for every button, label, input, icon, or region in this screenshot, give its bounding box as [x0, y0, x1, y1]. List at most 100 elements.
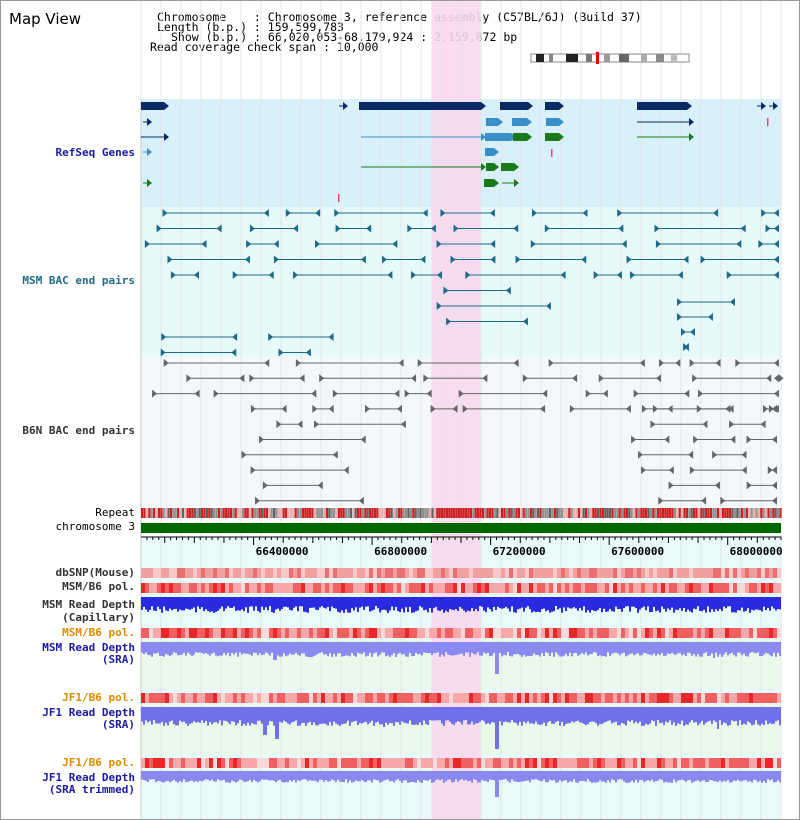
polymorphism-cell: [521, 758, 525, 768]
polymorphism-cell: [557, 583, 561, 593]
msm-capillary-depth-bar: [211, 597, 213, 612]
jf1-trim-depth-bar: [475, 771, 477, 781]
repeat-segment: [481, 508, 484, 518]
repeat-segment: [577, 508, 580, 518]
jf1-sra-depth-bar: [419, 707, 421, 723]
jf1-trim-depth-bar: [507, 771, 509, 782]
msm-sra-depth-bar: [265, 642, 267, 653]
jf1-sra-depth-bar: [329, 707, 331, 723]
msm-capillary-depth-bar: [193, 597, 195, 608]
repeat-segment: [210, 508, 213, 518]
b6n-bac-pair-end: [602, 389, 608, 398]
msm-sra-depth-bar: [505, 642, 507, 656]
polymorphism-cell: [149, 568, 153, 578]
msm-capillary-depth-bar: [529, 597, 531, 610]
msm-capillary-depth-bar: [563, 597, 565, 608]
label-dbsnp: dbSNP(Mouse): [55, 566, 135, 579]
jf1-sra-depth-bar: [563, 707, 565, 726]
jf1-trim-depth-bar: [213, 771, 215, 782]
repeat-segment: [352, 508, 355, 518]
msm-capillary-depth-bar: [313, 597, 315, 608]
repeat-segment: [453, 508, 456, 518]
polymorphism-cell: [765, 758, 769, 768]
repeat-segment: [693, 508, 696, 518]
msm-bac-pair-end: [381, 255, 387, 264]
msm-sra-depth-bar: [677, 642, 679, 654]
label-repeat: Repeat: [95, 506, 135, 519]
msm-bac-pair-end: [677, 271, 683, 279]
b6n-bac-pair-end: [688, 450, 694, 459]
refseq-gene-exon: [513, 133, 527, 141]
jf1-trim-depth-bar: [259, 771, 261, 782]
msm-capillary-depth-bar: [633, 597, 635, 607]
jf1-trim-depth-bar: [695, 771, 697, 781]
polymorphism-cell: [517, 583, 521, 593]
label-b6n-bac[interactable]: B6N BAC end pairs: [22, 424, 135, 437]
jf1-trim-depth-bar: [153, 771, 155, 780]
msm-sra-depth-bar: [459, 642, 461, 654]
jf1-sra-depth-bar: [415, 707, 417, 725]
polymorphism-cell: [237, 693, 241, 703]
polymorphism-cell: [745, 758, 749, 768]
jf1-trim-depth-bar: [271, 771, 273, 781]
msm-capillary-depth-bar: [283, 597, 285, 607]
msm-sra-depth-bar: [355, 642, 357, 657]
jf1-sra-depth-bar: [295, 707, 297, 721]
msm-sra-depth-bar: [405, 642, 407, 657]
polymorphism-cell: [741, 568, 745, 578]
jf1-sra-depth-bar: [373, 707, 375, 726]
polymorphism-cell: [249, 758, 253, 768]
polymorphism-cell: [197, 628, 201, 638]
polymorphism-cell: [293, 568, 297, 578]
jf1-sra-depth-bar: [185, 707, 187, 724]
msm-capillary-depth-bar: [551, 597, 553, 612]
label-refseq-genes[interactable]: RefSeq Genes: [55, 146, 135, 159]
msm-sra-depth-bar: [529, 642, 531, 657]
repeat-segment: [244, 508, 247, 518]
jf1-trim-depth-bar: [687, 771, 689, 781]
polymorphism-cell: [313, 583, 317, 593]
polymorphism-cell: [285, 758, 289, 768]
polymorphism-cell: [753, 628, 757, 638]
msm-sra-depth-bar: [315, 642, 317, 656]
msm-bac-pair-end: [774, 224, 779, 233]
msm-sra-depth-bar: [313, 642, 315, 657]
msm-bac-pair-end: [774, 255, 779, 264]
polymorphism-cell: [329, 758, 333, 768]
b6n-bac-pair-end: [675, 359, 681, 367]
msm-bac-pair-end: [293, 271, 299, 279]
jf1-trim-depth-bar: [663, 771, 665, 783]
jf1-trim-depth-bar: [743, 771, 745, 781]
polymorphism-cell: [541, 628, 545, 638]
jf1-sra-depth-bar: [745, 707, 747, 725]
msm-capillary-depth-bar: [475, 597, 477, 610]
b6n-bac-pair-end: [259, 435, 265, 444]
repeat-segment: [400, 508, 403, 518]
axis-tick-label: 68000000: [730, 545, 783, 558]
msm-sra-depth-bar: [539, 642, 541, 657]
msm-capillary-depth-bar: [465, 597, 467, 613]
refseq-gene-arrow: [689, 118, 694, 126]
label-msm-bac[interactable]: MSM BAC end pairs: [22, 274, 135, 287]
msm-sra-depth-bar: [771, 642, 773, 657]
jf1-trim-depth-bar: [231, 771, 233, 781]
polymorphism-cell: [293, 758, 297, 768]
polymorphism-cell: [193, 583, 197, 593]
polymorphism-cell: [357, 583, 361, 593]
msm-capillary-depth-bar: [605, 597, 607, 612]
repeat-segment: [592, 508, 595, 518]
repeat-segment: [181, 508, 184, 518]
jf1-sra-depth-bar: [171, 707, 173, 721]
msm-capillary-depth-bar: [183, 597, 185, 611]
msm-sra-depth-bar: [623, 642, 625, 653]
jf1-sra-depth-bar: [657, 707, 659, 721]
polymorphism-cell: [353, 693, 357, 703]
msm-bac-pair-end: [387, 271, 393, 279]
jf1-sra-depth-bar: [533, 707, 535, 725]
jf1-trim-depth-bar: [171, 771, 173, 782]
repeat-segment: [505, 508, 508, 518]
refseq-gene-exon: [500, 102, 528, 110]
polymorphism-cell: [205, 758, 209, 768]
polymorphism-cell: [389, 758, 393, 768]
